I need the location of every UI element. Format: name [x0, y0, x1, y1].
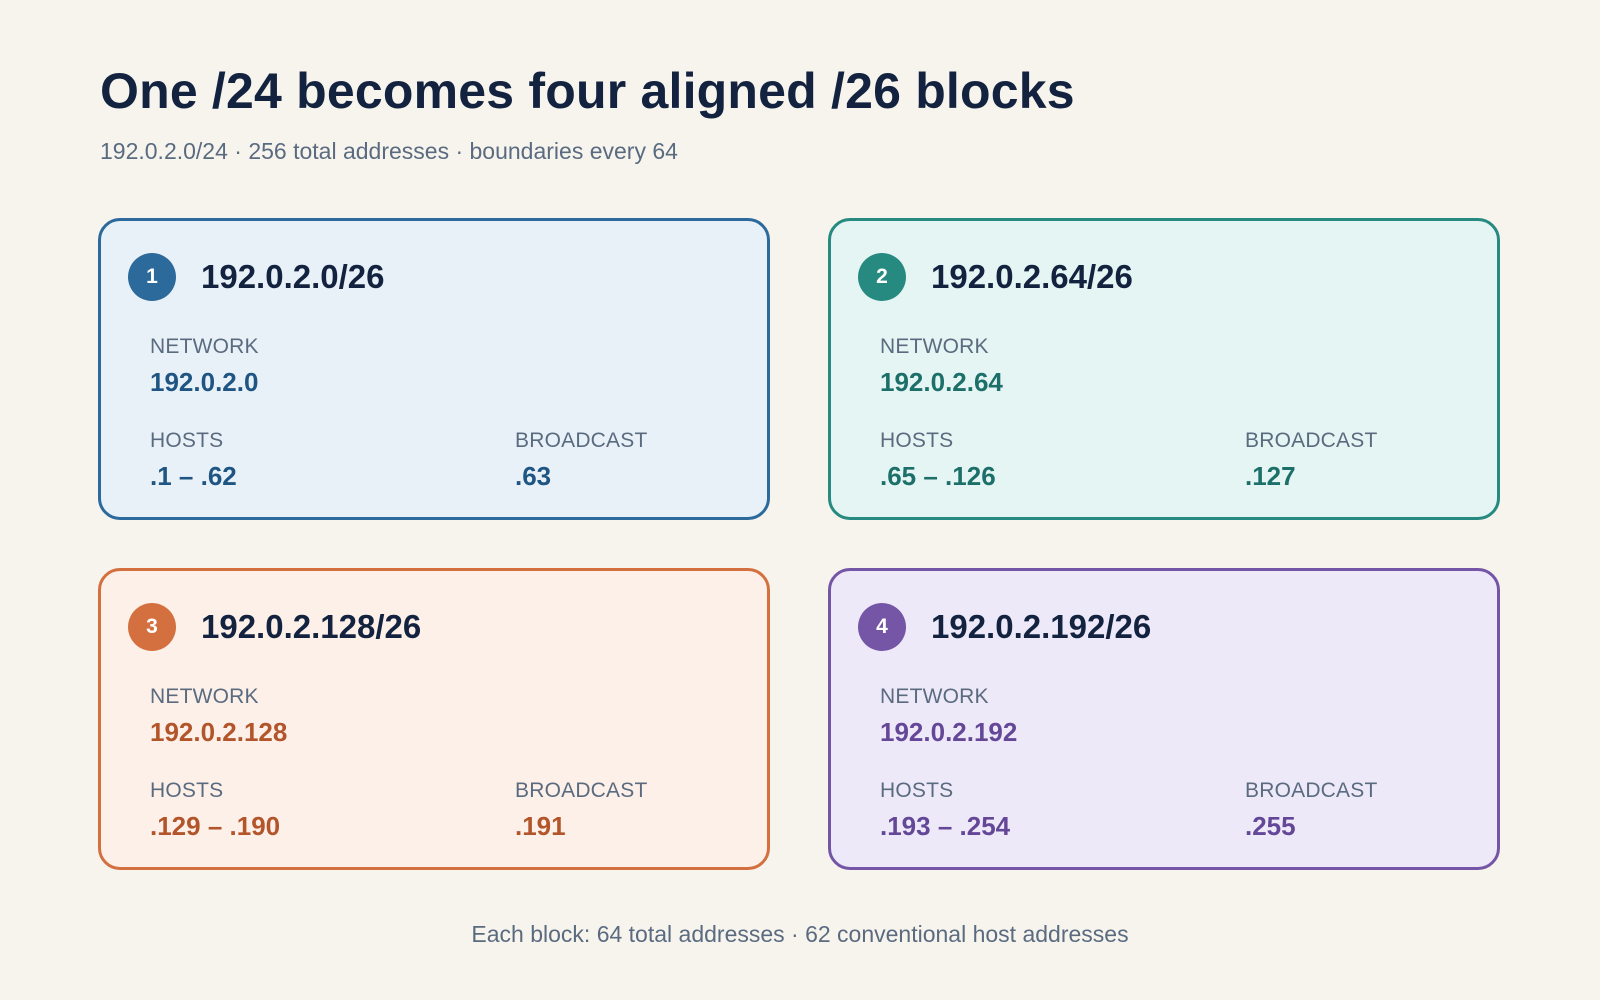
hosts-value: .65 – .126: [880, 461, 996, 491]
broadcast-label: BROADCAST: [1245, 429, 1378, 452]
footer-note: Each block: 64 total addresses · 62 conv…: [471, 921, 1129, 947]
block-cidr: 192.0.2.128/26: [201, 608, 422, 645]
block-number-badge: 2: [858, 253, 906, 301]
network-value: 192.0.2.128: [150, 717, 288, 747]
network-label: NETWORK: [150, 685, 259, 708]
network-value: 192.0.2.0: [150, 367, 259, 397]
network-label: NETWORK: [150, 335, 259, 358]
subnet-card-4: 4 192.0.2.192/26 NETWORK 192.0.2.192 HOS…: [828, 568, 1500, 870]
block-cidr: 192.0.2.64/26: [931, 258, 1133, 295]
subnet-card-2: 2 192.0.2.64/26 NETWORK 192.0.2.64 HOSTS…: [828, 218, 1500, 520]
page-subtitle: 192.0.2.0/24 · 256 total addresses · bou…: [100, 138, 678, 164]
subnet-card-1: 1 192.0.2.0/26 NETWORK 192.0.2.0 HOSTS .…: [98, 218, 770, 520]
broadcast-value: .191: [515, 811, 566, 841]
block-number-badge: 1: [128, 253, 176, 301]
block-cidr: 192.0.2.192/26: [931, 608, 1152, 645]
network-label: NETWORK: [880, 335, 989, 358]
hosts-value: .1 – .62: [150, 461, 237, 491]
hosts-label: HOSTS: [880, 429, 954, 452]
network-label: NETWORK: [880, 685, 989, 708]
subnet-card-3: 3 192.0.2.128/26 NETWORK 192.0.2.128 HOS…: [98, 568, 770, 870]
hosts-value: .193 – .254: [880, 811, 1011, 841]
block-cidr: 192.0.2.0/26: [201, 258, 385, 295]
broadcast-value: .127: [1245, 461, 1296, 491]
broadcast-value: .255: [1245, 811, 1296, 841]
broadcast-value: .63: [515, 461, 552, 491]
hosts-label: HOSTS: [150, 429, 224, 452]
hosts-label: HOSTS: [880, 779, 954, 802]
network-value: 192.0.2.64: [880, 367, 1003, 397]
broadcast-label: BROADCAST: [515, 429, 648, 452]
block-number-badge: 3: [128, 603, 176, 651]
broadcast-label: BROADCAST: [1245, 779, 1378, 802]
hosts-value: .129 – .190: [150, 811, 281, 841]
network-value: 192.0.2.192: [880, 717, 1018, 747]
block-number-badge: 4: [858, 603, 906, 651]
hosts-label: HOSTS: [150, 779, 224, 802]
page-title: One /24 becomes four aligned /26 blocks: [100, 63, 1075, 119]
broadcast-label: BROADCAST: [515, 779, 648, 802]
